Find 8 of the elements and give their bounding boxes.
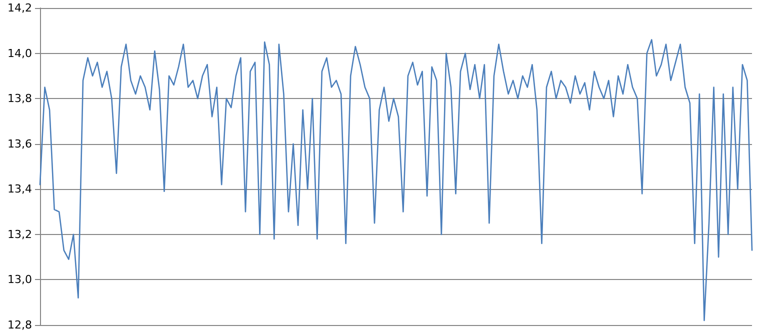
y-tick-label: 12,8	[8, 318, 32, 332]
y-tick-label: 13,2	[8, 228, 32, 241]
y-tick-label: 13,4	[8, 182, 32, 196]
y-tick-label: 14,0	[8, 46, 32, 60]
y-tick-label: 13,6	[8, 137, 32, 150]
y-tick-label: 13,8	[8, 92, 32, 106]
y-tick-label: 13,0	[8, 273, 32, 286]
y-tick-label: 14,2	[8, 2, 32, 14]
